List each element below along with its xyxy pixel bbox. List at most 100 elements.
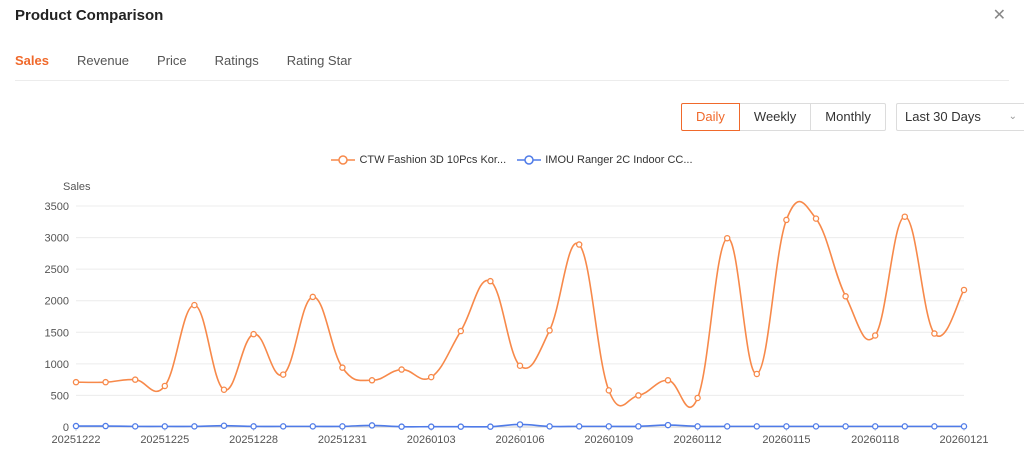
- data-point-series-2: [901, 423, 909, 430]
- data-point-series-1: [131, 376, 139, 383]
- x-tick-label: 20251228: [229, 434, 278, 446]
- sales-line-chart: Sales 0 500 1000 1500 2000 2500 3000 3500 2025122…: [45, 181, 989, 446]
- data-point-series-2: [871, 423, 879, 430]
- data-point-series-1: [605, 387, 613, 394]
- data-point-series-2: [161, 423, 169, 430]
- data-point-series-2: [546, 423, 553, 430]
- x-tick-label: 20251231: [318, 434, 367, 446]
- y-tick-label: 2000: [45, 296, 69, 308]
- data-point-series-1: [191, 301, 198, 309]
- legend-label-series-1: CTW Fashion 3D 10Pcs Kor...: [359, 154, 507, 166]
- data-point-series-1: [457, 327, 465, 335]
- chart-legend: CTW Fashion 3D 10Pcs Kor... IMOU Ranger …: [0, 154, 1024, 168]
- data-point-series-2: [398, 423, 405, 430]
- legend-item-series-2[interactable]: IMOU Ranger 2C Indoor CC...: [517, 154, 693, 166]
- x-tick-label: 20260118: [851, 434, 899, 446]
- x-tick-label: 20260106: [496, 434, 545, 446]
- data-point-series-2: [694, 423, 701, 430]
- close-icon[interactable]: ✕: [992, 7, 1006, 24]
- data-point-series-1: [339, 364, 346, 371]
- x-tick-label: 20251222: [52, 434, 101, 446]
- data-point-series-2: [250, 423, 257, 430]
- data-point-series-2: [605, 423, 613, 430]
- x-tick-label: 20260112: [674, 434, 722, 446]
- weekly-button[interactable]: Weekly: [739, 103, 812, 131]
- data-point-series-2: [723, 423, 731, 430]
- x-tick-label: 20251225: [140, 434, 189, 446]
- chevron-down-icon: ⌄: [1008, 111, 1017, 122]
- data-point-series-1: [161, 382, 169, 390]
- data-point-series-2: [102, 422, 109, 430]
- series-line-1: [75, 200, 965, 408]
- data-point-series-2: [783, 423, 790, 430]
- data-point-series-1: [250, 330, 257, 338]
- tab-rating-star[interactable]: Rating Star: [286, 53, 352, 68]
- data-point-series-2: [457, 423, 465, 430]
- y-axis-title: Sales: [63, 181, 91, 193]
- tabs-divider: [15, 80, 1009, 81]
- data-point-series-2: [279, 423, 287, 430]
- y-tick-label: 3000: [45, 233, 69, 245]
- tab-price[interactable]: Price: [157, 53, 187, 68]
- y-tick-label: 1000: [45, 359, 69, 371]
- page-title: Product Comparison: [15, 7, 164, 24]
- y-tick-label: 3500: [45, 201, 69, 213]
- data-point-series-1: [368, 377, 376, 384]
- legend-label-series-2: IMOU Ranger 2C Indoor CC...: [545, 154, 693, 166]
- tab-sales[interactable]: Sales: [15, 53, 49, 68]
- data-point-series-1: [664, 377, 672, 384]
- data-point-series-1: [871, 332, 879, 339]
- data-point-series-2: [220, 422, 228, 429]
- y-tick-label: 500: [51, 390, 69, 402]
- data-point-series-1: [220, 386, 228, 393]
- data-point-series-2: [191, 423, 198, 430]
- data-point-series-1: [309, 293, 317, 301]
- data-point-series-2: [812, 423, 820, 430]
- data-point-series-1: [487, 277, 494, 285]
- data-point-series-1: [516, 362, 524, 370]
- data-point-series-1: [753, 370, 761, 378]
- date-range-select[interactable]: Last 30 Days ⌄: [896, 103, 1024, 131]
- x-tick-label: 20260115: [762, 434, 810, 446]
- data-point-series-1: [427, 373, 435, 381]
- data-point-series-1: [575, 241, 583, 248]
- data-point-series-1: [102, 378, 109, 386]
- x-tick-label: 20260109: [584, 434, 633, 446]
- granularity-toggle: Daily Weekly Monthly: [681, 103, 886, 131]
- data-point-series-2: [368, 422, 376, 429]
- data-point-series-1: [635, 392, 642, 399]
- monthly-button[interactable]: Monthly: [811, 103, 886, 131]
- data-point-series-2: [753, 423, 761, 430]
- daily-button[interactable]: Daily: [681, 103, 740, 131]
- metric-tabs: Sales Revenue Price Ratings Rating Star: [15, 53, 380, 81]
- data-point-series-1: [279, 371, 287, 378]
- data-point-series-1: [723, 234, 731, 242]
- data-point-series-2: [931, 423, 938, 430]
- tab-revenue[interactable]: Revenue: [76, 53, 130, 68]
- data-point-series-1: [694, 394, 701, 402]
- data-point-series-1: [901, 213, 909, 220]
- data-point-series-1: [546, 327, 553, 334]
- data-point-series-2: [427, 423, 435, 430]
- date-range-value: Last 30 Days: [905, 109, 981, 124]
- legend-item-series-1[interactable]: CTW Fashion 3D 10Pcs Kor...: [331, 154, 506, 166]
- data-point-series-1: [960, 286, 968, 294]
- data-point-series-1: [398, 366, 405, 373]
- y-tick-label: 2500: [45, 264, 69, 276]
- data-point-series-1: [812, 215, 820, 222]
- legend-marker-series-1: [331, 155, 356, 165]
- data-point-series-1: [783, 216, 790, 224]
- data-point-series-2: [842, 423, 849, 430]
- data-point-series-2: [131, 423, 139, 430]
- data-point-series-2: [516, 421, 524, 428]
- y-tick-label: 0: [63, 422, 69, 434]
- data-point-series-1: [931, 330, 938, 337]
- data-point-series-2: [664, 421, 672, 429]
- data-point-series-2: [575, 423, 583, 430]
- tab-ratings[interactable]: Ratings: [214, 53, 259, 68]
- data-point-series-2: [72, 422, 80, 430]
- data-point-series-2: [635, 423, 642, 430]
- x-tick-label: 20260121: [940, 434, 989, 446]
- data-point-series-2: [960, 423, 968, 430]
- data-point-series-1: [842, 293, 849, 300]
